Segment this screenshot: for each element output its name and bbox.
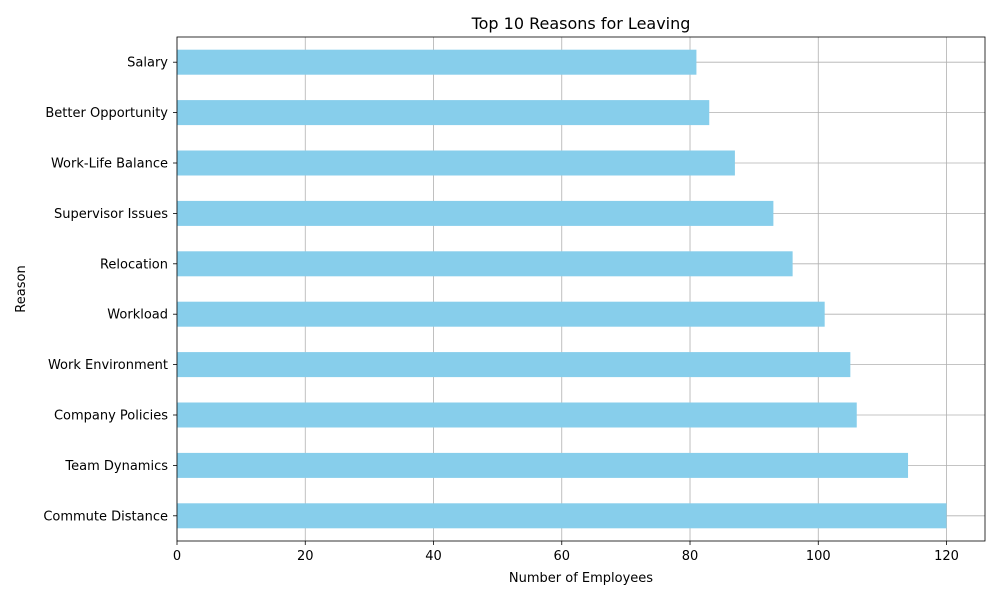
x-tick-label: 60 bbox=[553, 549, 570, 564]
x-axis-ticks: 0 20 40 60 80 100 120 bbox=[173, 541, 959, 564]
bar-commute-distance bbox=[177, 503, 947, 529]
x-tick-label: 20 bbox=[297, 549, 314, 564]
x-tick-label: 80 bbox=[682, 549, 699, 564]
x-tick-label: 120 bbox=[934, 549, 959, 564]
y-tick-label: Relocation bbox=[100, 257, 168, 272]
y-tick-label: Team Dynamics bbox=[64, 459, 168, 474]
bar-work-life-balance bbox=[177, 150, 735, 176]
bar-workload bbox=[177, 301, 825, 327]
bar-relocation bbox=[177, 251, 793, 277]
plot-frame bbox=[176, 36, 986, 542]
y-tick-label: Work-Life Balance bbox=[51, 157, 168, 172]
y-tick-label: Better Opportunity bbox=[45, 106, 168, 121]
bars bbox=[177, 49, 947, 529]
bar-better-opportunity bbox=[177, 100, 710, 126]
y-tick-label: Supervisor Issues bbox=[54, 207, 168, 222]
chart-title: Top 10 Reasons for Leaving bbox=[471, 14, 691, 33]
x-tick-label: 40 bbox=[425, 549, 442, 564]
bar-company-policies bbox=[177, 402, 857, 428]
y-tick-label: Work Environment bbox=[48, 358, 168, 373]
bar-supervisor-issues bbox=[177, 200, 774, 226]
y-tick-label: Workload bbox=[107, 308, 168, 323]
y-tick-label: Salary bbox=[127, 56, 168, 71]
x-tick-label: 100 bbox=[806, 549, 831, 564]
y-tick-label: Company Policies bbox=[54, 409, 168, 424]
y-axis-ticks: Commute Distance Team Dynamics Company Pol… bbox=[43, 56, 177, 524]
x-axis-label: Number of Employees bbox=[509, 571, 653, 586]
x-tick-label: 0 bbox=[173, 549, 181, 564]
bar-salary bbox=[177, 49, 697, 75]
y-axis-label: Reason bbox=[14, 265, 29, 312]
y-tick-label: Commute Distance bbox=[43, 509, 168, 524]
bar-work-environment bbox=[177, 352, 851, 378]
bar-team-dynamics bbox=[177, 452, 909, 478]
